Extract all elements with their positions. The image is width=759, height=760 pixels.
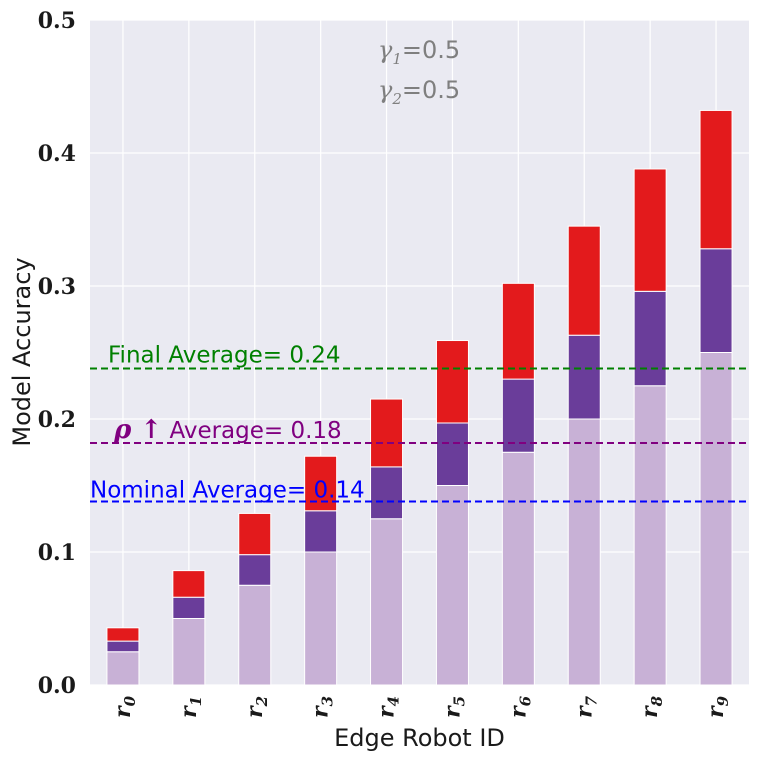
gamma2-annotation: γ2=0.5 <box>378 76 460 108</box>
bar-segment-r8-s1 <box>633 290 667 387</box>
x-tick-label: r9 <box>703 695 732 718</box>
bar-segment-r0-s2 <box>106 627 140 642</box>
bar-segment-r7-s2 <box>567 225 601 336</box>
bar-segment-r1-s2 <box>172 570 206 598</box>
x-tick-base: r <box>703 705 729 718</box>
bar-segment-r0-s0 <box>106 651 140 686</box>
x-tick-subscript: 5 <box>450 696 468 706</box>
bar-segment-r1-s0 <box>172 618 206 686</box>
y-tick-label: 0.0 <box>38 673 76 699</box>
bar-segment-r9-s0 <box>699 352 733 686</box>
bar-segment-r5-s1 <box>435 422 469 486</box>
bar-segment-r3-s0 <box>304 551 338 686</box>
x-tick-base: r <box>110 705 136 718</box>
bar-segment-r7-s0 <box>567 418 601 686</box>
y-tick-label: 0.2 <box>38 407 76 433</box>
bar-segment-r2-s0 <box>238 584 272 686</box>
y-tick-label: 0.1 <box>38 540 76 566</box>
x-tick-subscript: 9 <box>714 695 732 706</box>
gamma1-subscript: 1 <box>392 50 402 68</box>
bar-segment-r3-s2 <box>304 455 338 512</box>
x-tick-subscript: 4 <box>385 696 403 706</box>
bar-segment-r6-s2 <box>501 282 535 380</box>
x-tick-label: r8 <box>637 695 666 718</box>
gamma1-value: =0.5 <box>402 36 460 64</box>
x-tick-base: r <box>176 705 202 718</box>
x-tick-label: r1 <box>176 696 205 718</box>
x-tick-label: r4 <box>374 696 403 718</box>
bar-segment-r2-s2 <box>238 512 272 556</box>
bar-segment-r4-s1 <box>370 466 404 520</box>
gamma2-subscript: 2 <box>391 90 402 108</box>
reference-line-text: Nominal Average= 0.14 <box>90 477 365 503</box>
bars <box>106 109 733 686</box>
bar-segment-r8-s2 <box>633 168 667 292</box>
gamma2-symbol: γ <box>378 76 393 104</box>
y-axis-label: Model Accuracy <box>8 257 36 446</box>
x-tick-label: r3 <box>308 696 337 718</box>
x-tick-subscript: 1 <box>187 696 205 706</box>
x-tick-subscript: 8 <box>648 695 666 706</box>
x-tick-base: r <box>637 705 663 718</box>
x-tick-label: r5 <box>439 696 468 718</box>
x-tick-base: r <box>505 705 531 718</box>
x-tick-label: r7 <box>571 695 600 718</box>
x-tick-label: r0 <box>110 695 139 718</box>
reference-lines: Final Average= 0.24 ρ ↑ Average= 0.18 Nomi… <box>90 342 749 503</box>
y-tick-label: 0.5 <box>38 8 76 34</box>
reference-line-text: Final Average= 0.24 <box>108 342 341 368</box>
x-tick-subscript: 2 <box>253 696 271 707</box>
x-tick-base: r <box>439 705 465 718</box>
x-tick-subscript: 7 <box>582 695 600 706</box>
x-tick-subscript: 6 <box>516 695 534 706</box>
bar-segment-r0-s1 <box>106 640 140 653</box>
y-tick-label: 0.4 <box>38 141 76 167</box>
rho-symbol: ρ ↑ <box>113 415 162 445</box>
gamma2-value: =0.5 <box>402 76 460 104</box>
x-tick-base: r <box>374 705 400 718</box>
bar-segment-r4-s0 <box>370 518 404 686</box>
bar-segment-r1-s1 <box>172 596 206 619</box>
bar-segment-r7-s1 <box>567 334 601 420</box>
bar-segment-r6-s1 <box>501 378 535 453</box>
bar-segment-r9-s2 <box>699 109 733 250</box>
reference-line-text: Average= 0.18 <box>162 418 342 444</box>
x-tick-base: r <box>308 705 334 718</box>
gamma1-symbol: γ <box>378 36 393 64</box>
bar-segment-r4-s2 <box>370 398 404 468</box>
x-tick-subscript: 3 <box>319 696 337 706</box>
y-tick-label: 0.3 <box>38 274 76 300</box>
bar-segment-r3-s1 <box>304 510 338 553</box>
reference-line-label-1: ρ ↑ Average= 0.18 <box>113 415 342 445</box>
bar-segment-r8-s0 <box>633 385 667 686</box>
x-tick-subscript: 0 <box>121 695 139 706</box>
x-tick-label: r6 <box>505 695 534 718</box>
x-tick-base: r <box>571 705 597 718</box>
bar-segment-r5-s0 <box>435 485 469 686</box>
bar-segment-r6-s0 <box>501 451 535 686</box>
bar-segment-r2-s1 <box>238 554 272 586</box>
reference-line-label-0: Final Average= 0.24 <box>108 342 341 368</box>
x-axis-label: Edge Robot ID <box>334 724 505 752</box>
x-tick-base: r <box>242 705 268 718</box>
gamma1-annotation: γ1=0.5 <box>378 36 460 68</box>
reference-line-label-2: Nominal Average= 0.14 <box>90 477 365 503</box>
bar-segment-r5-s2 <box>435 340 469 424</box>
bar-segment-r9-s1 <box>699 248 733 353</box>
x-tick-label: r2 <box>242 696 271 718</box>
y-tick-labels: 0.0 0.1 0.2 0.3 0.4 0.5 <box>38 8 76 699</box>
